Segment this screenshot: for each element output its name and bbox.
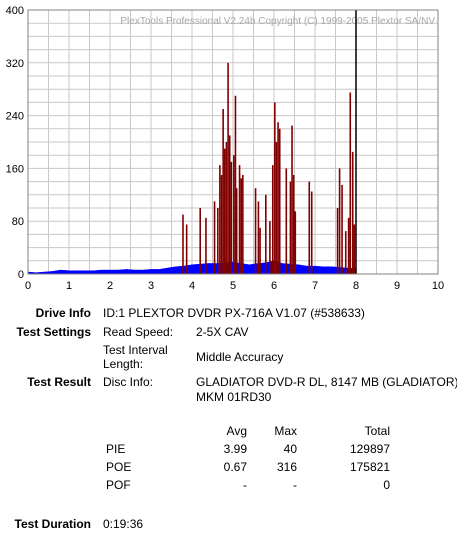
stats-row-pie-avg: 3.99 — [223, 442, 247, 456]
chart-svg: PlexTools Professional V2.24b Copyright … — [6, 5, 444, 292]
stats-header-total: Total — [364, 424, 390, 438]
stats-row-poe-avg: 0.67 — [223, 460, 247, 474]
stats-row-pof-total: 0 — [383, 478, 390, 492]
test-result-label: Test Result — [27, 375, 91, 389]
test-duration-label: Test Duration — [14, 517, 91, 531]
y-tick-label: 0 — [18, 269, 24, 281]
test-duration-value: 0:19:36 — [103, 517, 144, 531]
read-speed-value: 2-5X CAV — [196, 325, 249, 339]
stats-header-avg: Avg — [226, 424, 247, 438]
plot-border — [27, 9, 439, 275]
stats-row-pie-name: PIE — [106, 442, 126, 456]
x-tick-label: 9 — [394, 280, 400, 292]
chart-title: PlexTools Professional V2.24b Copyright … — [120, 16, 435, 27]
x-tick-label: 5 — [230, 280, 236, 292]
drive-info-value: ID:1 PLEXTOR DVDR PX-716A V1.07 (#538633… — [103, 306, 365, 320]
x-tick-label: 4 — [189, 280, 195, 292]
stats-row-poe-name: POE — [106, 460, 132, 474]
stats-row-pof-name: POF — [106, 478, 131, 492]
test-interval-value: Middle Accuracy — [196, 350, 284, 364]
x-tick-label: 2 — [107, 280, 113, 292]
stats-header-max: Max — [274, 424, 297, 438]
x-tick-label: 7 — [312, 280, 318, 292]
x-tick-label: 1 — [66, 280, 72, 292]
x-tick-label: 6 — [271, 280, 277, 292]
stats-row-poe-max: 316 — [276, 460, 297, 474]
y-tick-label: 240 — [6, 111, 24, 123]
x-tick-label: 0 — [25, 280, 31, 292]
read-speed-label: Read Speed: — [103, 325, 174, 339]
test-interval-label-line1: Test Interval — [103, 343, 168, 357]
stats-row-pof-avg: - — [243, 478, 247, 492]
x-tick-label: 3 — [148, 280, 154, 292]
y-tick-label: 80 — [12, 216, 24, 228]
disc-info-line1: GLADIATOR DVD-R DL, 8147 MB (GLADIATOR) — [196, 375, 457, 389]
drive-info-label: Drive Info — [35, 306, 91, 320]
y-tick-label: 160 — [6, 163, 24, 175]
x-tick-label: 8 — [353, 280, 359, 292]
test-settings-label: Test Settings — [16, 325, 91, 339]
error-scan-chart: PlexTools Professional V2.24b Copyright … — [6, 5, 444, 292]
disc-info-line2: MKM 01RD30 — [196, 390, 272, 404]
y-tick-label: 400 — [6, 5, 24, 17]
stats-row-pof-max: - — [293, 478, 297, 492]
stats-row-poe-total: 175821 — [349, 460, 390, 474]
test-interval-label-line2: Length: — [103, 357, 144, 371]
pie-series-area — [27, 260, 357, 275]
stats-row-pie-total: 129897 — [349, 442, 390, 456]
disc-info-label: Disc Info: — [103, 375, 154, 389]
x-tick-label: 10 — [432, 280, 444, 292]
stats-row-pie-max: 40 — [283, 442, 297, 456]
y-tick-label: 320 — [6, 58, 24, 70]
